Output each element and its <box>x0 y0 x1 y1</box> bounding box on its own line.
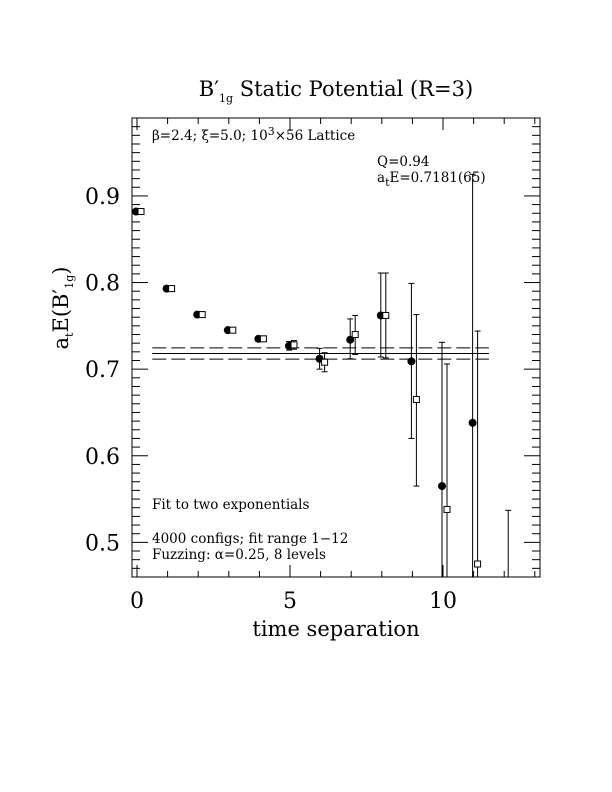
y-tick-label: 0.7 <box>85 358 120 383</box>
data-point-square <box>351 331 359 339</box>
lattice-annotation: β=2.4; ξ=5.0; 103×56 Lattice <box>152 125 355 144</box>
data-point-square <box>259 335 267 343</box>
x-tick-label: 0 <box>130 589 144 614</box>
y-tick-label: 0.6 <box>85 445 120 470</box>
data-point-square <box>168 285 176 293</box>
data-point-square <box>412 395 420 403</box>
data-point-square <box>443 505 451 513</box>
data-point-circle <box>438 482 446 491</box>
fuzzing-annotation: Fuzzing: α=0.25, 8 levels <box>152 547 326 563</box>
plot-frame <box>131 117 541 578</box>
y-tick-label: 0.9 <box>85 185 120 210</box>
y-axis-label: atE(B′1g) <box>49 267 76 350</box>
fit-energy-label: atE=0.7181(65) <box>377 170 486 189</box>
fit-band <box>152 347 489 360</box>
y-tick-label: 0.8 <box>85 272 120 297</box>
data-point-square <box>474 560 482 568</box>
x-tick-label: 10 <box>429 589 457 614</box>
fit-quality-label: Q=0.94 <box>377 154 429 170</box>
y-tick-label: 0.5 <box>85 531 120 556</box>
data-point-square <box>321 358 329 366</box>
data-series <box>132 173 512 577</box>
svg-text:atE(B′1g): atE(B′1g) <box>49 267 76 350</box>
data-point-square <box>137 208 145 216</box>
x-axis-label: time separation <box>252 617 419 641</box>
fit-type-annotation: Fit to two exponentials <box>152 497 310 513</box>
x-tick-label: 5 <box>283 589 297 614</box>
chart-title: B′1g Static Potential (R=3) <box>199 77 473 105</box>
y-axis-ticks: 0.5 0.6 0.7 0.8 0.9 <box>85 126 540 578</box>
data-point-square <box>382 311 390 319</box>
data-point-circle <box>468 418 477 427</box>
data-point-square <box>198 311 206 319</box>
data-point-square <box>290 341 298 349</box>
data-point-square <box>229 326 237 334</box>
configs-annotation: 4000 configs; fit range 1−12 <box>152 531 348 547</box>
data-point-circle <box>407 357 416 366</box>
x-axis-ticks: 0 5 10 <box>130 118 536 614</box>
